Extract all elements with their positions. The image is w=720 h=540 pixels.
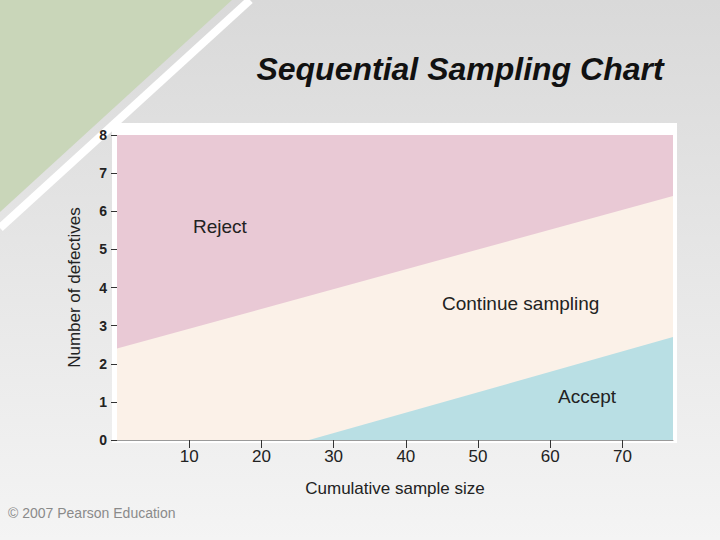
svg-text:5: 5 <box>99 241 107 257</box>
svg-text:50: 50 <box>469 447 488 466</box>
svg-text:2: 2 <box>99 356 107 372</box>
svg-text:Accept: Accept <box>558 386 617 407</box>
svg-text:6: 6 <box>99 203 107 219</box>
svg-text:20: 20 <box>252 447 271 466</box>
svg-text:30: 30 <box>324 447 343 466</box>
svg-text:Continue sampling: Continue sampling <box>442 293 599 314</box>
svg-text:8: 8 <box>99 127 107 143</box>
svg-text:4: 4 <box>99 280 107 296</box>
svg-text:10: 10 <box>180 447 199 466</box>
svg-text:© 2007 Pearson Education: © 2007 Pearson Education <box>8 505 176 521</box>
svg-text:60: 60 <box>541 447 560 466</box>
svg-text:Reject: Reject <box>193 216 248 237</box>
svg-text:3: 3 <box>99 318 107 334</box>
svg-text:7: 7 <box>99 165 107 181</box>
svg-text:Number of defectives: Number of defectives <box>65 207 84 368</box>
svg-text:Sequential Sampling Chart: Sequential Sampling Chart <box>256 51 665 87</box>
svg-text:40: 40 <box>396 447 415 466</box>
svg-text:70: 70 <box>613 447 632 466</box>
svg-text:0: 0 <box>99 432 107 448</box>
svg-text:Cumulative sample size: Cumulative sample size <box>305 479 485 498</box>
svg-text:1: 1 <box>99 394 107 410</box>
